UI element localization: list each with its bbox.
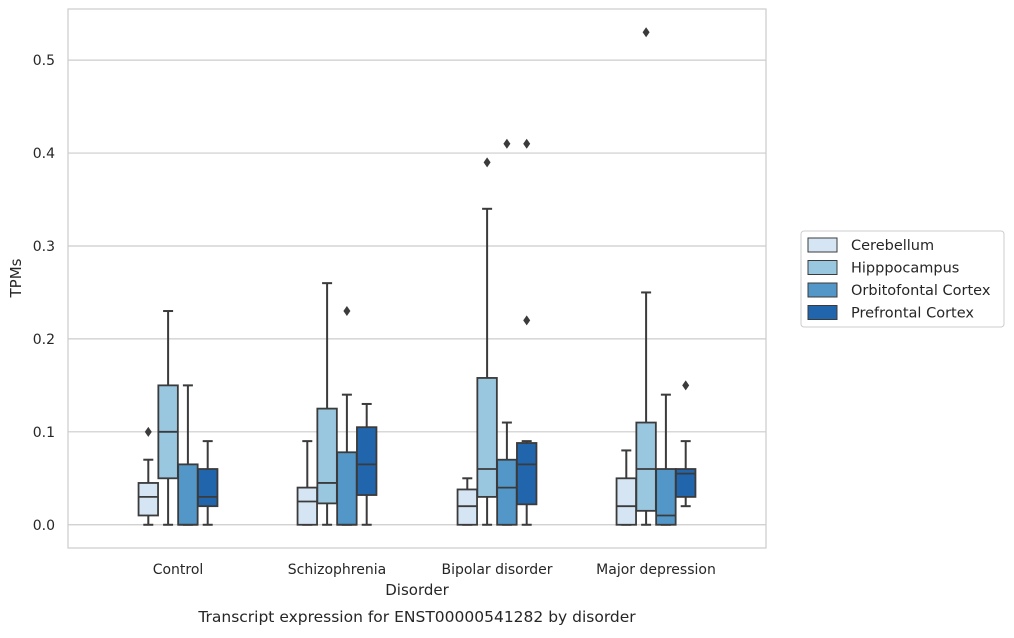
box-prefrontal-cortex-major-depression: [675, 380, 697, 508]
box-iqr: [615, 477, 637, 526]
box-iqr: [456, 488, 478, 526]
box-iqr: [635, 421, 657, 512]
box-iqr: [356, 426, 378, 496]
box-iqr: [516, 442, 538, 506]
legend-label: Prefrontal Cortex: [851, 306, 974, 322]
box-hipppocampus-major-depression: [635, 27, 657, 526]
x-tick-labels: Control Schizophrenia Bipolar disorder Majo…: [153, 562, 716, 578]
box-iqr: [496, 458, 518, 526]
chart-caption: Transcript expression for ENST0000054128…: [197, 608, 636, 626]
x-tick-label: Control: [153, 562, 204, 578]
legend-swatch: [807, 260, 838, 275]
y-tick-labels: 0.0 0.1 0.2 0.3 0.4 0.5: [33, 53, 55, 534]
outlier-point: [343, 306, 351, 317]
plot-frame: [67, 8, 767, 549]
legend-swatch: [807, 237, 838, 253]
box-iqr: [316, 407, 338, 505]
box-cerebellum-schizophrenia: [296, 440, 318, 526]
legend-label: Cerebellum: [851, 238, 934, 254]
outlier-point: [523, 138, 531, 149]
legend-label: Hipppocampus: [851, 261, 959, 277]
legend-swatch: [807, 305, 838, 320]
box-orbitofontal-cortex-control: [177, 384, 199, 526]
legend: Cerebellum Hipppocampus Orbitofontal Corte…: [800, 230, 1005, 328]
box-orbitofontal-cortex-bipolar-disorder: [496, 138, 518, 526]
legend-frame: [800, 230, 1005, 328]
box-hipppocampus-schizophrenia: [316, 282, 338, 526]
y-tick-label: 0.0: [33, 518, 55, 534]
outlier-point: [523, 315, 531, 326]
outlier-point: [682, 380, 690, 391]
y-axis-label: TPMs: [7, 258, 25, 298]
box-iqr: [197, 468, 219, 508]
box-iqr: [296, 486, 318, 526]
box-iqr: [675, 468, 697, 498]
y-tick-label: 0.2: [33, 332, 55, 348]
box-prefrontal-cortex-bipolar-disorder: [516, 138, 538, 526]
legend-swatch: [807, 282, 838, 298]
outlier-point: [144, 426, 152, 437]
box-iqr: [137, 482, 159, 517]
x-tick-label: Major depression: [596, 562, 716, 578]
x-axis-label: Disorder: [385, 581, 449, 599]
box-orbitofontal-cortex-major-depression: [655, 393, 677, 526]
box-prefrontal-cortex-schizophrenia: [356, 402, 378, 526]
box-iqr: [336, 451, 358, 526]
x-tick-label: Schizophrenia: [288, 562, 386, 578]
x-tick-label: Bipolar disorder: [441, 562, 552, 578]
box-iqr: [177, 463, 199, 526]
box-cerebellum-major-depression: [615, 449, 637, 526]
boxes-layer: [137, 27, 697, 526]
box-iqr: [655, 468, 677, 526]
outlier-point: [642, 27, 650, 38]
y-tick-label: 0.4: [33, 146, 55, 162]
box-hipppocampus-bipolar-disorder: [476, 157, 498, 526]
y-tick-label: 0.3: [33, 239, 55, 255]
box-iqr: [476, 377, 498, 498]
box-cerebellum-control: [137, 426, 159, 526]
y-tick-label: 0.1: [33, 425, 55, 441]
y-tick-label: 0.5: [33, 53, 55, 69]
box-prefrontal-cortex-control: [197, 440, 219, 526]
legend-label: Orbitofontal Cortex: [851, 283, 991, 299]
box-cerebellum-bipolar-disorder: [456, 477, 478, 526]
box-hipppocampus-control: [157, 310, 179, 526]
outlier-point: [503, 138, 511, 149]
outlier-point: [483, 157, 491, 168]
